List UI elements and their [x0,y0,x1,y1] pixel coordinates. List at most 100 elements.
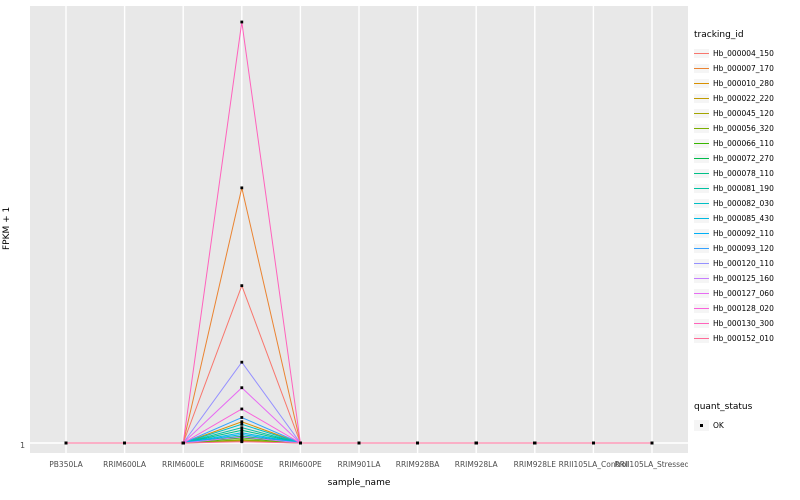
legend-label: Hb_000130_300 [713,319,774,328]
x-tick-label: RRIM901LA [338,460,382,469]
legend-color-line [694,262,709,265]
point-marker [240,435,244,439]
legend-key-line-icon [694,274,709,283]
point-marker [357,441,361,445]
plot-svg: PB350LA RRIM600LA RRIM600LE RRIM600SE RRIM60… [30,6,688,469]
legend-label: Hb_000152_010 [713,334,774,343]
point-marker [240,386,244,390]
y-tick-label: 1 [20,441,26,450]
point-marker [240,420,244,424]
x-tick-label: RRIM928BA [396,460,441,469]
legend-items: Hb_000004_150 Hb_000007_170 Hb_000010_280 H… [694,46,798,346]
point-marker [240,431,244,435]
point-marker [240,186,244,190]
legend-key-line-icon [694,139,709,148]
legend-label: Hb_000066_110 [713,139,774,148]
legend-label: Hb_000072_270 [713,154,774,163]
legend-label: Hb_000010_280 [713,79,774,88]
legend-label: Hb_000127_060 [713,289,774,298]
y-axis-label: FPKM + 1 [2,206,12,250]
legend-color-line [694,67,709,70]
legend-color-line [694,247,709,250]
legend-label: Hb_000004_150 [713,49,774,58]
legend-item-Hb_000004_150: Hb_000004_150 [694,46,798,61]
legend-label: Hb_000092_110 [713,229,774,238]
legend-label: Hb_000081_190 [713,184,774,193]
legend-key-line-icon [694,79,709,88]
legend-item-Hb_000093_120: Hb_000093_120 [694,241,798,256]
plot-panel: PB350LA RRIM600LA RRIM600LE RRIM600SE RRIM60… [30,6,688,484]
point-marker [416,441,419,445]
legend-color-line [694,277,709,280]
legend-color-line [694,307,709,310]
point-marker [123,441,126,445]
legend-key-line-icon [694,334,709,343]
point-marker [592,441,595,445]
legend-item-Hb_000120_110: Hb_000120_110 [694,256,798,271]
legend-color-line [694,97,709,100]
legend-item-Hb_000085_430: Hb_000085_430 [694,211,798,226]
point-marker [240,407,244,411]
x-tick-label: RRIM600LE [162,460,205,469]
legend-label: Hb_000078_110 [713,169,774,178]
legend-key-line-icon [694,214,709,223]
legend-item-Hb_000072_270: Hb_000072_270 [694,151,798,166]
quant-legend-item: OK [694,418,798,433]
black-square-marker-icon [699,423,704,428]
quant-legend-items: OK [694,418,798,433]
legend-key-line-icon [694,304,709,313]
point-marker [650,441,654,445]
legend-key-line-icon [694,94,709,103]
legend-item-Hb_000152_010: Hb_000152_010 [694,331,798,346]
legend-color-line [694,337,709,340]
legend-label: Hb_000085_430 [713,214,774,223]
point-marker [240,422,244,426]
legend-item-Hb_000010_280: Hb_000010_280 [694,76,798,91]
x-tick-label: RRIM928LE [514,460,557,469]
legend-label: Hb_000125_160 [713,274,774,283]
legend-key-line-icon [694,169,709,178]
legend-label: Hb_000056_320 [713,124,774,133]
legend-item-Hb_000056_320: Hb_000056_320 [694,121,798,136]
legend-color-line [694,292,709,295]
quant-legend-label: OK [713,421,724,430]
legend-key-line-icon [694,124,709,133]
legend-color-line [694,232,709,235]
legend-label: Hb_000120_110 [713,259,774,268]
legend-key-line-icon [694,289,709,298]
legend-color-line [694,172,709,175]
legend-color-line [694,202,709,205]
x-tick-label: PB350LA [49,460,83,469]
point-marker [240,284,244,288]
legend-color-line [694,157,709,160]
point-marker [240,416,244,419]
legend-key-line-icon [694,109,709,118]
point-marker [240,428,244,432]
legend-label: Hb_000022_220 [713,94,774,103]
legend-key-line-icon [694,184,709,193]
legend-key-line-icon [694,199,709,208]
x-tick-label: RRIM600SE [220,460,263,469]
legend-label: Hb_000045_120 [713,109,774,118]
legend-item-Hb_000082_030: Hb_000082_030 [694,196,798,211]
legend-item-Hb_000078_110: Hb_000078_110 [694,166,798,181]
x-axis-title: sample_name [327,478,391,488]
legend-item-Hb_000045_120: Hb_000045_120 [694,106,798,121]
legend-key-line-icon [694,154,709,163]
quant-key-icon [694,420,709,431]
legend-item-Hb_000081_190: Hb_000081_190 [694,181,798,196]
point-marker [240,20,244,24]
legend-title: tracking_id [694,30,744,40]
legend-color-line [694,217,709,220]
legend-color-line [694,142,709,145]
legend-item-Hb_000007_170: Hb_000007_170 [694,61,798,76]
point-marker [299,441,302,445]
legend-color-line [694,52,709,55]
legend-label: Hb_000128_020 [713,304,774,313]
point-marker [240,360,244,364]
point-marker [240,426,244,430]
tracking-id-legend: tracking_id Hb_000004_150 Hb_000007_170 Hb… [694,30,798,346]
point-marker [240,433,244,436]
quant-legend-title: quant_status [694,402,753,412]
